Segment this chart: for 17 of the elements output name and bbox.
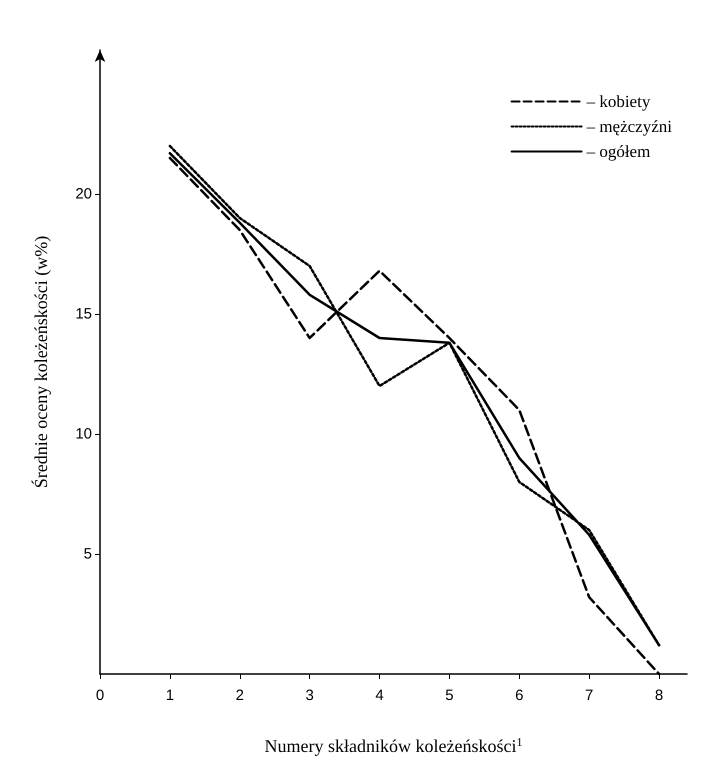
x-tick-label: 2 [236,687,244,704]
x-tick-label: 8 [654,687,664,704]
y-tick-label: 20 [75,186,92,202]
x-tick-label: 7 [584,687,594,704]
x-tick-label: 1 [166,687,174,704]
x-tick-label: 3 [305,687,314,704]
x-tick-label: 6 [515,687,524,704]
y-axis-title: Średnie oceny koleżeńskości (w%) [31,236,51,488]
x-tick-label: 4 [375,687,384,704]
x-tick-label: 0 [96,687,104,704]
y-tick-label: 15 [75,306,92,322]
legend-label: – kobiety [586,92,651,111]
x-tick-label: 5 [445,687,454,704]
legend-label: – mężczyźni [586,117,672,136]
y-tick-label: 5 [84,546,92,562]
y-tick-label: 10 [75,426,92,442]
legend-label: – ogółem [586,142,650,161]
